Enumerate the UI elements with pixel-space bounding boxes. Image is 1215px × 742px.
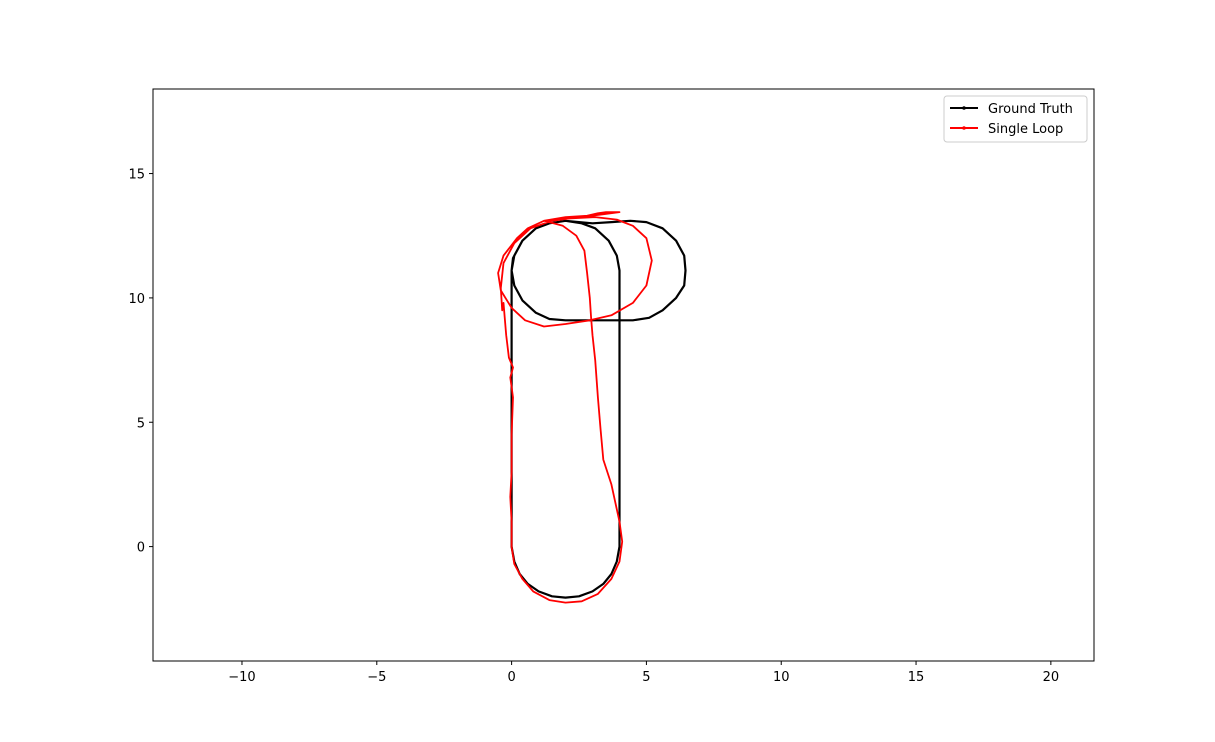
legend-box bbox=[943, 95, 1088, 143]
y-tick-label: 5 bbox=[137, 416, 145, 431]
legend-dot-ground-truth bbox=[962, 106, 966, 110]
legend-label-single-loop: Single Loop bbox=[988, 122, 1063, 137]
plot-area bbox=[152, 88, 1095, 662]
x-tick-label: −10 bbox=[228, 670, 255, 685]
y-tick-label: 10 bbox=[128, 292, 145, 307]
x-tick-label: 20 bbox=[1043, 670, 1060, 685]
x-tick-label: −5 bbox=[367, 670, 386, 685]
y-tick-label: 0 bbox=[137, 541, 145, 556]
series-line-single-loop bbox=[497, 211, 653, 604]
series-layer bbox=[497, 211, 687, 604]
x-tick-label: 15 bbox=[908, 670, 925, 685]
series-line-ground-truth bbox=[510, 219, 687, 599]
axis-layer: −10 −5 0 5 10 15 20 0 5 10 15 bbox=[128, 168, 1059, 685]
legend-label-ground-truth: Ground Truth bbox=[988, 102, 1073, 117]
x-tick-label: 0 bbox=[507, 670, 515, 685]
legend-dot-single-loop bbox=[962, 126, 966, 130]
legend: Ground Truth Single Loop bbox=[943, 95, 1088, 143]
y-tick-label: 15 bbox=[128, 168, 145, 183]
x-tick-label: 10 bbox=[773, 670, 790, 685]
x-tick-label: 5 bbox=[642, 670, 650, 685]
